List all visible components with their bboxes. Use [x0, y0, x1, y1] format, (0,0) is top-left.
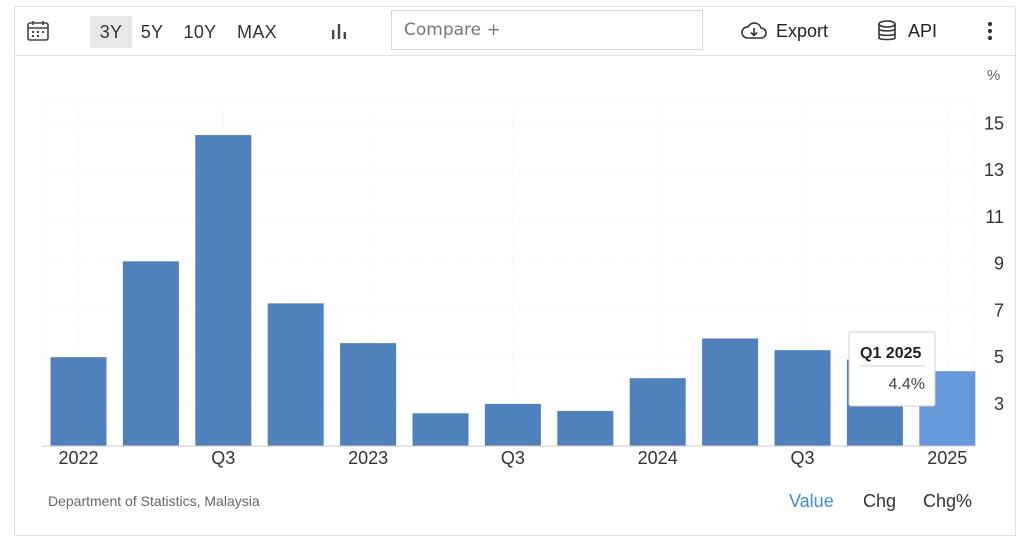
- range-max-button[interactable]: MAX: [237, 21, 277, 42]
- database-icon: [878, 20, 896, 41]
- chart-grid: [41, 99, 976, 446]
- more-menu-button[interactable]: [986, 6, 994, 56]
- mode-chg-percent-button[interactable]: Chg%: [923, 491, 973, 511]
- y-tick-label: 15: [984, 113, 1004, 133]
- chart-type-button[interactable]: [329, 6, 349, 56]
- api-button[interactable]: API: [876, 6, 937, 56]
- bar[interactable]: [629, 378, 686, 446]
- bar[interactable]: [774, 350, 831, 446]
- range-10y-button[interactable]: 10Y: [183, 21, 217, 42]
- chart-toolbar: 3Y 5Y 10Y MAX Compare + Export API: [14, 6, 1016, 56]
- data-source: Department of Statistics, Malaysia: [48, 493, 260, 509]
- y-tick-label: 7: [994, 300, 1004, 320]
- y-tick-label: 5: [994, 347, 1004, 367]
- calendar-button[interactable]: [26, 6, 50, 56]
- y-tick-label: 11: [985, 207, 1004, 227]
- bar[interactable]: [340, 343, 397, 446]
- bar[interactable]: [122, 261, 179, 446]
- y-tick-label: 9: [994, 254, 1004, 274]
- bar[interactable]: [412, 413, 469, 446]
- x-tick-label: 2022: [58, 448, 98, 468]
- calendar-icon: [27, 21, 49, 41]
- y-tick-label: 13: [984, 160, 1004, 180]
- x-tick-label: 2025: [927, 448, 967, 468]
- x-tick-label: 2024: [638, 448, 678, 468]
- x-tick-label: Q3: [211, 448, 235, 468]
- api-label: API: [908, 20, 938, 41]
- mode-chg-button[interactable]: Chg: [863, 491, 897, 511]
- bar[interactable]: [50, 357, 107, 446]
- bar-chart-icon: [332, 24, 346, 39]
- tooltip-value: 4.4%: [889, 376, 925, 393]
- x-axis-ticks: 2022 Q3 2023 Q3 2024 Q3 2025: [58, 448, 967, 468]
- bar[interactable]: [557, 410, 614, 446]
- tooltip-title: Q1 2025: [860, 345, 921, 362]
- y-tick-label: 3: [994, 394, 1004, 414]
- bar[interactable]: [267, 303, 324, 446]
- x-tick-label: Q3: [790, 448, 814, 468]
- chart-bars: [42, 135, 976, 447]
- range-5y-button[interactable]: 5Y: [140, 21, 164, 42]
- x-tick-label: 2023: [348, 448, 388, 468]
- range-3y-button[interactable]: 3Y: [90, 16, 132, 48]
- y-axis-ticks: 3 5 7 9 11 13 15: [984, 113, 1004, 414]
- bar[interactable]: [484, 403, 541, 446]
- chart-frame: [14, 6, 1016, 536]
- mode-value-button[interactable]: Value: [789, 491, 834, 511]
- compare-input[interactable]: Compare +: [391, 10, 703, 50]
- x-tick-label: Q3: [501, 448, 525, 468]
- more-vertical-icon: [987, 21, 993, 41]
- y-axis-unit: %: [987, 67, 1000, 84]
- bar[interactable]: [195, 135, 252, 446]
- export-button[interactable]: Export: [740, 6, 828, 56]
- chart-tooltip: Q1 2025 4.4%: [848, 331, 936, 407]
- cloud-download-icon: [741, 22, 767, 39]
- bar[interactable]: [702, 338, 759, 446]
- export-label: Export: [776, 20, 829, 41]
